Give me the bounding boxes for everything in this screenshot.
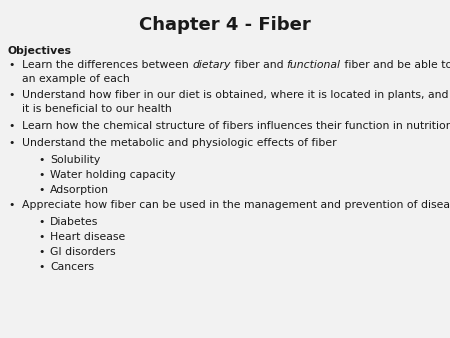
Text: Understand the metabolic and physiologic effects of fiber: Understand the metabolic and physiologic… [22,138,337,148]
Text: •: • [8,91,14,100]
Text: Learn the differences between: Learn the differences between [22,60,192,70]
Text: •: • [38,217,45,227]
Text: an example of each: an example of each [22,73,130,83]
Text: •: • [38,232,45,242]
Text: •: • [8,121,14,131]
Text: fiber and be able to give: fiber and be able to give [341,60,450,70]
Text: Chapter 4 - Fiber: Chapter 4 - Fiber [139,16,311,34]
Text: Learn how the chemical structure of fibers influences their function in nutritio: Learn how the chemical structure of fibe… [22,121,450,131]
Text: •: • [38,155,45,165]
Text: •: • [38,185,45,195]
Text: •: • [8,60,14,70]
Text: Water holding capacity: Water holding capacity [50,170,176,180]
Text: Diabetes: Diabetes [50,217,99,227]
Text: •: • [8,138,14,148]
Text: Heart disease: Heart disease [50,232,125,242]
Text: Appreciate how fiber can be used in the management and prevention of disease: Appreciate how fiber can be used in the … [22,200,450,210]
Text: Adsorption: Adsorption [50,185,109,195]
Text: fiber and: fiber and [230,60,287,70]
Text: Cancers: Cancers [50,262,94,272]
Text: •: • [38,170,45,180]
Text: •: • [38,247,45,257]
Text: functional: functional [287,60,341,70]
Text: GI disorders: GI disorders [50,247,116,257]
Text: it is beneficial to our health: it is beneficial to our health [22,104,172,114]
Text: Solubility: Solubility [50,155,100,165]
Text: •: • [38,262,45,272]
Text: dietary: dietary [192,60,230,70]
Text: Objectives: Objectives [8,46,72,56]
Text: •: • [8,200,14,210]
Text: Understand how fiber in our diet is obtained, where it is located in plants, and: Understand how fiber in our diet is obta… [22,91,450,100]
